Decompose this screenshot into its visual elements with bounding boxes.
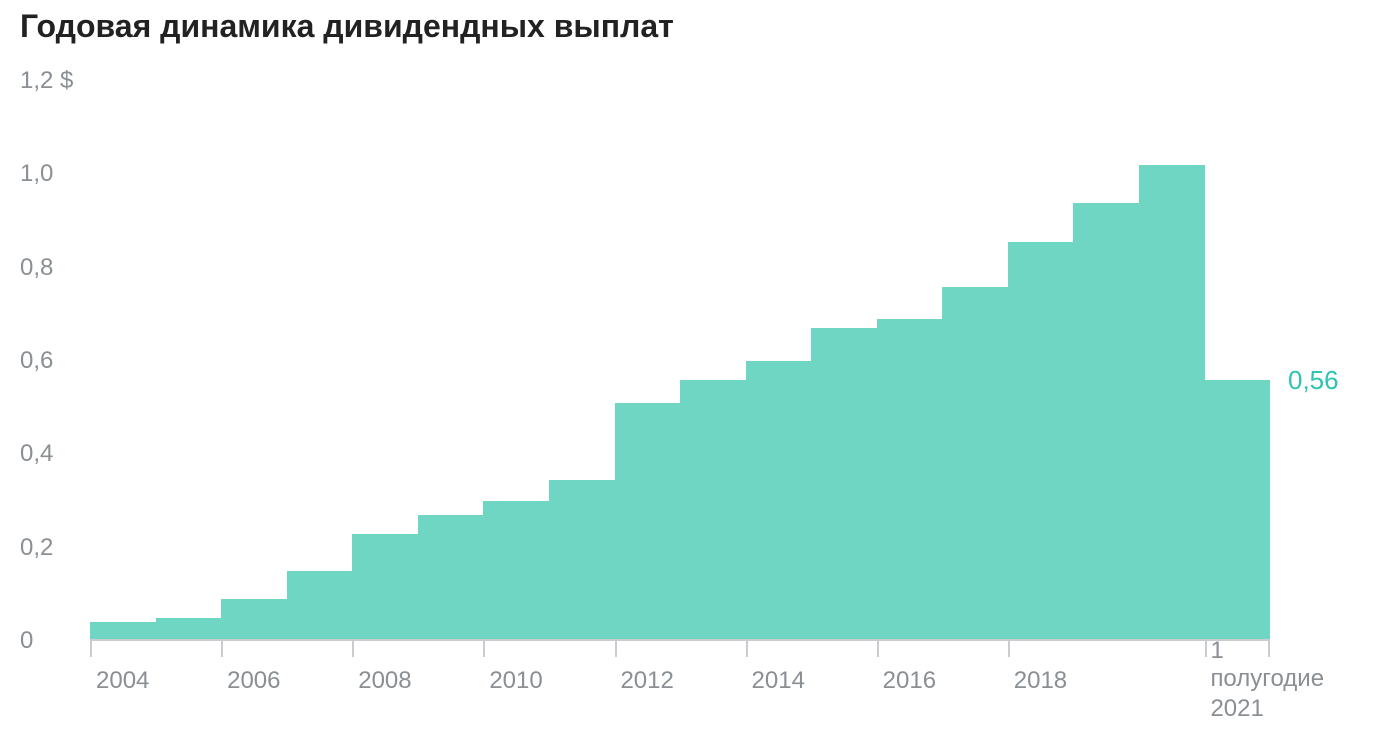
bar-slot bbox=[746, 81, 812, 641]
chart-title: Годовая динамика дивидендных выплат bbox=[20, 8, 1380, 45]
bar-slot bbox=[1205, 81, 1271, 641]
x-axis-labels: 200420062008201020122014201620181 полуго… bbox=[90, 667, 1270, 727]
bar-slot bbox=[1139, 81, 1205, 641]
bar-slot bbox=[418, 81, 484, 641]
bar bbox=[156, 618, 222, 641]
bar-slot bbox=[90, 81, 156, 641]
bar-slot bbox=[483, 81, 549, 641]
bar bbox=[811, 328, 877, 641]
bar bbox=[746, 361, 812, 641]
bar bbox=[877, 319, 943, 641]
bar-slot bbox=[287, 81, 353, 641]
bar bbox=[352, 534, 418, 641]
x-baseline bbox=[90, 639, 1270, 641]
bar bbox=[418, 515, 484, 641]
x-tick-line bbox=[877, 641, 879, 657]
bar-slot bbox=[1073, 81, 1139, 641]
x-tick-label: 2006 bbox=[227, 667, 280, 695]
bar bbox=[1008, 242, 1074, 641]
y-tick-label: 0,8 bbox=[20, 254, 53, 282]
value-callout: 0,56 bbox=[1288, 365, 1339, 396]
y-tick-label: 0,4 bbox=[20, 440, 53, 468]
y-tick-label: 0 bbox=[20, 627, 33, 655]
x-tick-line bbox=[615, 641, 617, 657]
bar-slot bbox=[156, 81, 222, 641]
bar-slot bbox=[877, 81, 943, 641]
x-tick-label: 2016 bbox=[883, 667, 936, 695]
x-tick-label: 1 полугодие2021 bbox=[1210, 667, 1324, 753]
bar-slot bbox=[549, 81, 615, 641]
y-tick-label: 0,6 bbox=[20, 347, 53, 375]
x-tick-label: 2014 bbox=[752, 667, 805, 695]
chart-container: Годовая динамика дивидендных выплат 0 0,2… bbox=[0, 0, 1400, 736]
y-axis: 00,20,40,60,81,01,2 $ bbox=[20, 81, 90, 641]
bar-slot bbox=[942, 81, 1008, 641]
y-tick-label: 0,2 bbox=[20, 534, 53, 562]
bar bbox=[615, 403, 681, 641]
bar bbox=[942, 287, 1008, 641]
y-tick-label: 1,0 bbox=[20, 160, 53, 188]
bar bbox=[549, 480, 615, 641]
x-tick-label: 2008 bbox=[358, 667, 411, 695]
x-tick-line bbox=[483, 641, 485, 657]
x-tick-label-extra: 1 полугодие bbox=[1210, 637, 1324, 693]
bar-slot bbox=[221, 81, 287, 641]
bar-slot bbox=[811, 81, 877, 641]
bar-slot bbox=[680, 81, 746, 641]
bar bbox=[483, 501, 549, 641]
x-tick-line bbox=[90, 641, 92, 657]
x-tick-label: 2010 bbox=[489, 667, 542, 695]
plot-area: 200420062008201020122014201620181 полуго… bbox=[90, 81, 1270, 641]
bar bbox=[287, 571, 353, 641]
x-tick-label: 2018 bbox=[1014, 667, 1067, 695]
bar-slot bbox=[615, 81, 681, 641]
bar bbox=[1073, 203, 1139, 641]
bar bbox=[1205, 380, 1271, 641]
bar bbox=[680, 380, 746, 641]
x-tick-label: 2012 bbox=[620, 667, 673, 695]
y-tick-label: 1,2 $ bbox=[20, 67, 73, 95]
x-tick-line bbox=[1008, 641, 1010, 657]
bar bbox=[1139, 165, 1205, 641]
x-tick-line bbox=[221, 641, 223, 657]
x-tick-label: 2004 bbox=[96, 667, 149, 695]
bar-slot bbox=[1008, 81, 1074, 641]
bar-slot bbox=[352, 81, 418, 641]
chart-area: 00,20,40,60,81,01,2 $ 200420062008201020… bbox=[20, 81, 1380, 721]
x-tick-line bbox=[1205, 641, 1207, 657]
x-tick-line bbox=[746, 641, 748, 657]
bar bbox=[221, 599, 287, 641]
bars bbox=[90, 81, 1270, 641]
x-tick-line bbox=[352, 641, 354, 657]
